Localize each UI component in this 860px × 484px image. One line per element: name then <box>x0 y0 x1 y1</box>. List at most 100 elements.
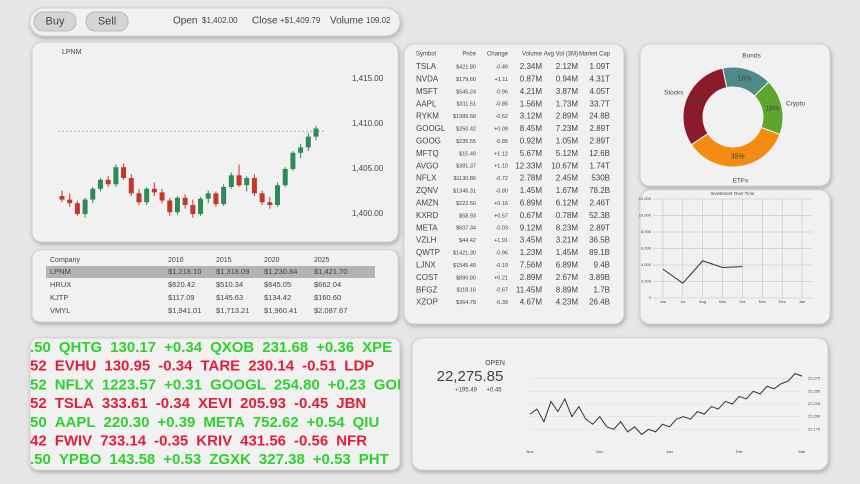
y-tick-label: 22,250 <box>808 388 821 393</box>
stock-cell: META <box>416 223 438 232</box>
ticker-item: ZGXK <box>209 451 251 468</box>
ticker-item: 143.58 <box>109 451 155 468</box>
stock-cell: $44.42 <box>459 238 476 244</box>
stock-cell: 5.67M <box>520 149 543 158</box>
candle-body <box>313 128 319 137</box>
candle-body <box>298 147 304 153</box>
stock-cell: 0.67M <box>520 211 543 220</box>
stock-cell: 7.23M <box>556 124 579 133</box>
company-header: 2010 <box>168 257 184 264</box>
candle-title: LPNM <box>62 49 82 56</box>
stock-cell: MFTQ <box>416 149 439 158</box>
stock-cell: +1.10 <box>494 164 508 170</box>
company-cell: KJTP <box>50 293 68 302</box>
company-cell: $117.09 <box>168 293 195 302</box>
ticker-item: +0.53 <box>163 451 201 468</box>
stock-cell: 4.23M <box>556 298 579 307</box>
stock-cell: 33.7T <box>590 99 611 108</box>
stock-cell: -0.96 <box>495 89 508 95</box>
stock-cell: 530B <box>591 174 610 183</box>
stock-cell: 2.45M <box>556 174 579 183</box>
ticker: .50 QHTG 130.17 +0.34 QXOB 231.68 +0.36 XPE 52 EV… <box>30 339 400 468</box>
y-tick-label: 22,175 <box>808 426 821 431</box>
stock-cell: 0.78M <box>556 211 579 220</box>
stock-cell: $1421.30 <box>453 250 476 256</box>
candle-body <box>159 192 165 201</box>
pie-value-label: 35% <box>731 154 745 161</box>
x-tick-label: Dec <box>779 299 786 304</box>
company-cell: $1,230.84 <box>264 267 297 276</box>
stock-header: Market Cap <box>579 52 611 58</box>
x-tick-label: Nov <box>526 449 533 454</box>
stock-cell: ZQNV <box>416 186 439 195</box>
row-highlight <box>46 266 375 278</box>
ticker-row: .50 QHTG 130.17 +0.34 QXOB 231.68 +0.36 XPE <box>30 339 392 356</box>
stock-cell: $58.93 <box>459 213 476 219</box>
candle-body <box>259 193 265 203</box>
stock-header: Symbol <box>416 52 436 58</box>
stock-cell: 4.67M <box>520 298 543 307</box>
candle-body <box>282 169 288 186</box>
stock-cell: 52.3B <box>589 211 610 220</box>
stock-cell: 3.12M <box>520 112 543 121</box>
x-tick-label: Mar <box>799 449 807 454</box>
stock-cell: -0.72 <box>495 176 508 182</box>
candle-body <box>136 193 142 203</box>
ticker-row: 52 EVHU 130.95 -0.34 TARE 230.14 -0.51 LDP <box>30 358 374 375</box>
ticker-item: 333.61 <box>102 395 148 412</box>
company-cell: $1,318.09 <box>216 267 249 276</box>
candle-body <box>74 203 80 214</box>
stock-cell: NFLX <box>416 174 437 183</box>
sell-button-label[interactable]: Sell <box>98 15 116 27</box>
buy-button[interactable] <box>33 11 77 32</box>
ticker-item: .50 <box>30 339 51 356</box>
stock-cell: AMZN <box>416 199 439 208</box>
candle-body <box>90 188 96 200</box>
company-cell: $662.04 <box>314 280 341 289</box>
ticker-item: 52 <box>30 358 47 375</box>
index-label: OPEN <box>485 360 505 367</box>
ticker-item: FWIV <box>55 432 93 449</box>
stock-cell: $311.51 <box>457 102 476 108</box>
y-tick-label: 1,405.00 <box>352 164 384 173</box>
candle-body <box>59 196 65 200</box>
ticker-item: KRIV <box>196 432 232 449</box>
stock-cell: 36.5B <box>589 236 610 245</box>
x-tick-label: Oct <box>739 299 746 304</box>
sell-button[interactable] <box>85 11 129 32</box>
stock-cell: -0.96 <box>495 250 508 256</box>
y-tick-label: 22,275 <box>808 376 821 381</box>
stock-cell: 1.73M <box>556 99 579 108</box>
stock-header: Change <box>487 52 509 58</box>
company-header: Company <box>50 257 80 264</box>
stock-cell: KXRD <box>416 211 438 220</box>
stock-cell: GOOGL <box>416 124 446 133</box>
x-tick-label: Jan <box>666 449 672 454</box>
stock-cell: 1.09T <box>590 62 611 71</box>
company-cell: $1,421.70 <box>314 267 347 276</box>
company-cell: $1,960.41 <box>264 306 297 315</box>
company-cell: HRUX <box>50 280 71 289</box>
x-tick-label: Jul <box>680 299 685 304</box>
stock-cell: 12.6B <box>589 149 610 158</box>
candle-body <box>205 193 211 199</box>
ticker-item: +0.39 <box>157 414 195 431</box>
candle-body <box>121 167 127 178</box>
ticker-item: -0.34 <box>158 358 193 375</box>
company-cell: $2,087.67 <box>314 306 347 315</box>
stock-cell: 3.87M <box>556 87 579 96</box>
line <box>529 373 803 436</box>
y-tick-label: 6,000 <box>641 246 652 251</box>
candle-body <box>228 175 234 187</box>
buy-button-label[interactable]: Buy <box>46 15 65 27</box>
ticker-item: 42 <box>30 432 47 449</box>
ticker-item: +0.23 <box>328 376 366 393</box>
stock-cell: 6.89M <box>520 199 543 208</box>
stock-cell: COST <box>416 273 438 282</box>
stock-cell: -0.85 <box>495 139 508 145</box>
ticker-item: 130.95 <box>104 358 150 375</box>
ticker-item: +0.36 <box>316 339 354 356</box>
stock-cell: -0.49 <box>495 64 508 70</box>
stock-cell: +0.16 <box>494 201 508 207</box>
ticker-item: -0.51 <box>302 358 336 375</box>
